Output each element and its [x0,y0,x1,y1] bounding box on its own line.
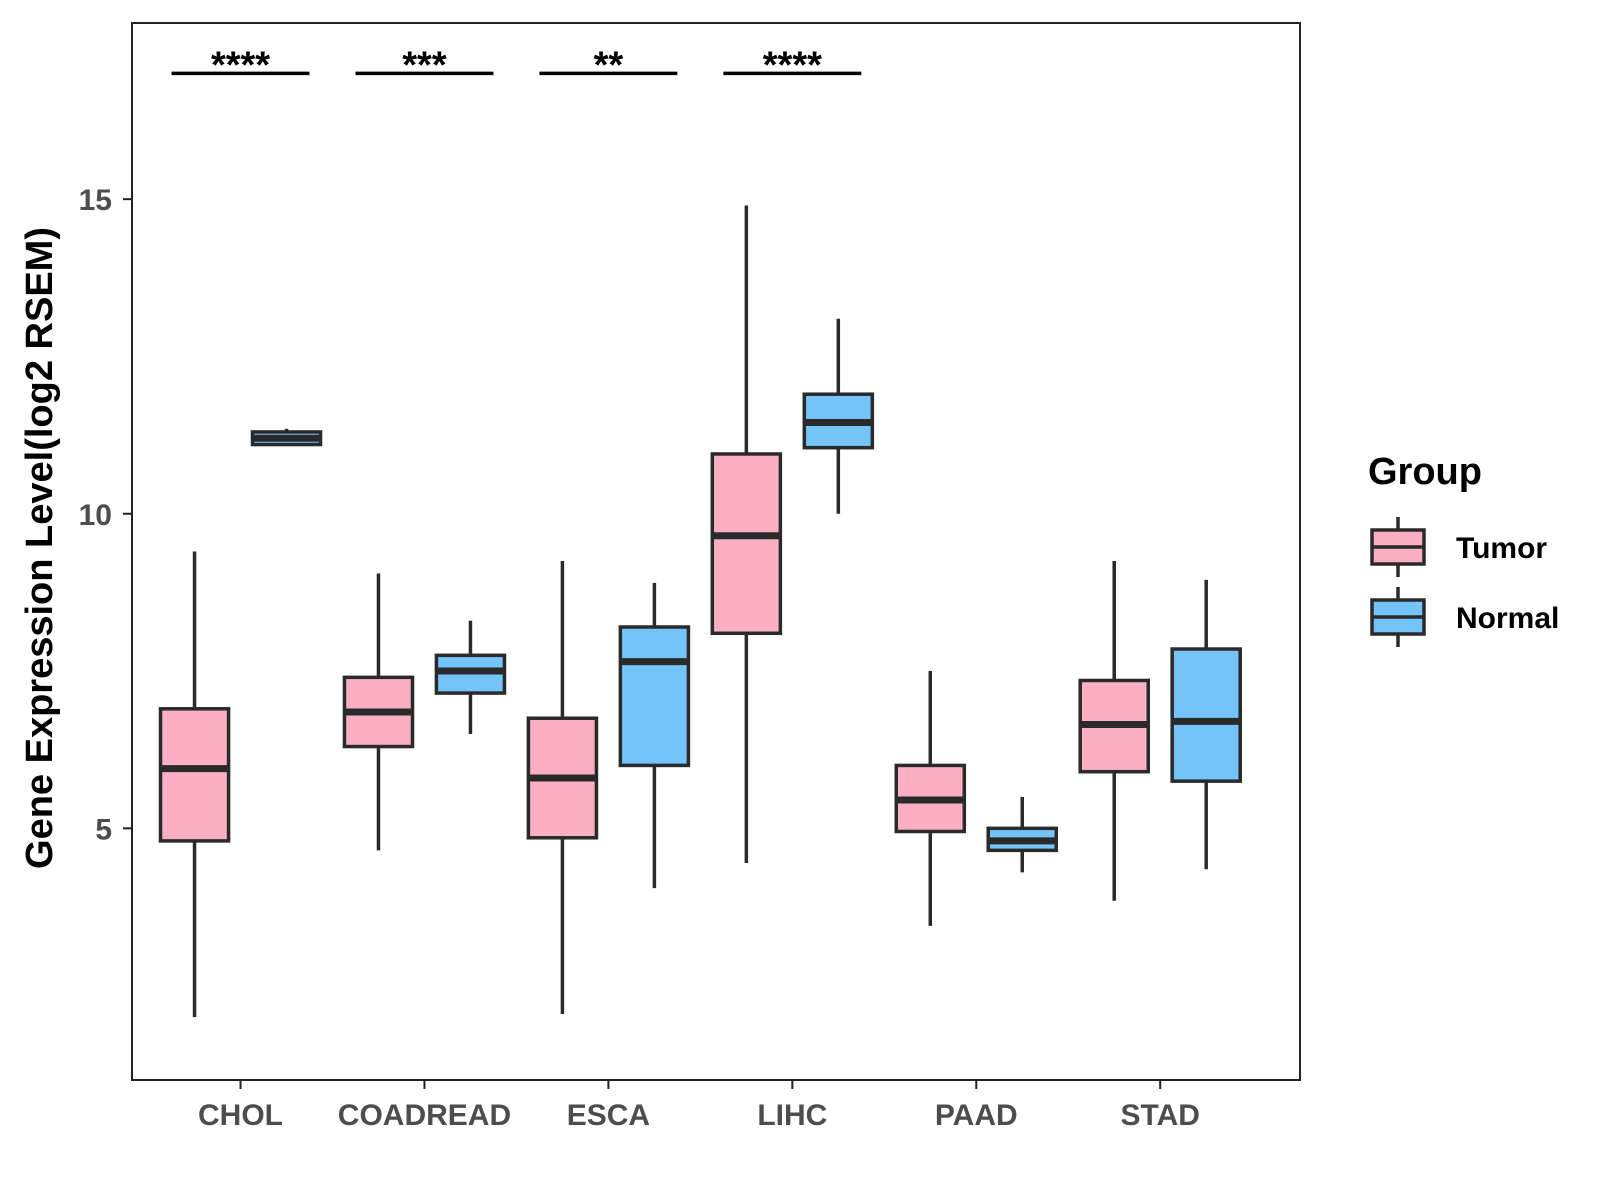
legend-title: Group [1368,451,1482,493]
y-tick-label: 10 [79,499,112,532]
box-body-esca-normal [618,625,691,768]
significance-layer: **** *** ** **** [171,44,862,86]
significance-chol: **** [171,44,310,86]
box-body-stad-normal [1170,647,1242,783]
significance-label: **** [763,44,822,86]
x-tick-label-stad: STAD [1120,1099,1199,1132]
box-paad-tumor [894,671,967,926]
box-lihc-normal [802,318,875,514]
y-tick-label: 5 [95,813,112,846]
significance-esca: ** [539,44,678,86]
significance-label: ** [594,44,624,86]
legend-item-tumor: Tumor [1370,517,1547,577]
x-tick-label-paad: PAAD [935,1099,1018,1132]
significance-label: **** [211,44,270,86]
box-lihc-tumor [710,205,783,863]
legend-label-normal: Normal [1456,602,1559,635]
legend-label-tumor: Tumor [1456,532,1547,565]
x-tick-label-coadread: COADREAD [338,1099,511,1132]
significance-label: *** [402,44,447,86]
box-stad-normal [1170,579,1242,870]
y-axis-label: Gene Expression Level(log2 RSEM) [19,227,61,869]
axes-layer: 5 10 15 CHOL COADREAD ESCA LIHC PAAD STAD [79,184,1200,1132]
y-tick-label: 15 [79,184,112,217]
box-esca-tumor [526,560,599,1014]
box-chol-tumor [158,551,231,1018]
box-body-chol-tumor [158,707,231,843]
panel-border [131,22,1301,1081]
box-coadread-tumor [342,573,415,851]
box-esca-normal [618,582,691,889]
box-body-lihc-tumor [710,452,783,636]
box-paad-normal [986,796,1059,873]
x-tick-label-lihc: LIHC [757,1099,827,1132]
legend-item-normal: Normal [1370,587,1559,647]
significance-coadread: *** [355,44,494,86]
x-tick-label-esca: ESCA [567,1099,650,1132]
x-tick-label-chol: CHOL [198,1099,283,1132]
box-layer [158,205,1242,1018]
significance-lihc: **** [723,44,862,86]
box-stad-tumor [1078,560,1151,901]
box-chol-normal [250,428,323,447]
legend: Group Tumor Normal [1368,451,1559,647]
box-coadread-normal [434,620,507,734]
